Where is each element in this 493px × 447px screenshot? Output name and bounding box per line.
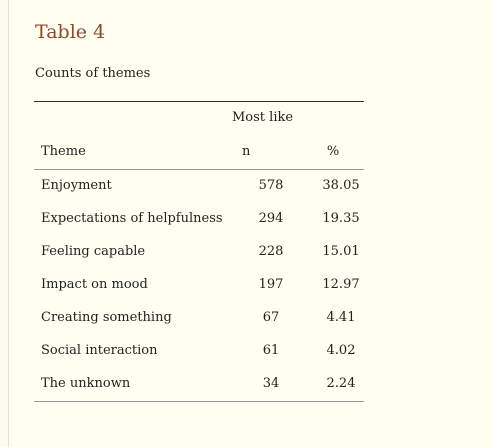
cell-theme: Expectations of helpfulness xyxy=(41,211,223,226)
table-row: Social interaction 61 4.02 xyxy=(34,335,364,368)
cell-n: 228 xyxy=(258,244,284,259)
table-row: Impact on mood 197 12.97 xyxy=(34,269,364,302)
cell-percent: 2.24 xyxy=(326,376,356,391)
cell-theme: Creating something xyxy=(41,310,172,325)
group-header-most-like: Most like xyxy=(232,110,294,125)
column-header-n: n xyxy=(242,144,251,159)
cell-theme: Social interaction xyxy=(41,343,158,358)
cell-percent: 19.35 xyxy=(322,211,360,226)
table-row: Enjoyment 578 38.05 xyxy=(34,170,364,203)
table-row: Creating something 67 4.41 xyxy=(34,302,364,335)
table-header-rule xyxy=(34,169,364,170)
cell-theme: The unknown xyxy=(41,376,131,391)
table-top-rule xyxy=(34,101,364,102)
cell-theme: Impact on mood xyxy=(41,277,148,292)
cell-n: 578 xyxy=(258,178,284,193)
table-title: Table 4 xyxy=(35,21,106,43)
cell-n: 34 xyxy=(262,376,280,391)
cell-percent: 38.05 xyxy=(322,178,360,193)
cell-n: 197 xyxy=(258,277,284,292)
column-header-percent: % xyxy=(326,144,340,159)
table-bottom-rule xyxy=(34,401,364,402)
cell-n: 67 xyxy=(262,310,280,325)
cell-theme: Enjoyment xyxy=(41,178,112,193)
column-header-theme: Theme xyxy=(41,144,86,159)
cell-percent: 12.97 xyxy=(322,277,360,292)
table-row: Feeling capable 228 15.01 xyxy=(34,236,364,269)
cell-percent: 15.01 xyxy=(322,244,360,259)
cell-theme: Feeling capable xyxy=(41,244,146,259)
cell-n: 294 xyxy=(258,211,284,226)
table-caption: Counts of themes xyxy=(35,66,151,81)
cell-percent: 4.41 xyxy=(326,310,356,325)
table-row: The unknown 34 2.24 xyxy=(34,368,364,401)
table-row: Expectations of helpfulness 294 19.35 xyxy=(34,203,364,236)
table-panel: Table 4 Counts of themes Most like Theme… xyxy=(8,0,493,447)
cell-percent: 4.02 xyxy=(326,343,356,358)
cell-n: 61 xyxy=(262,343,280,358)
